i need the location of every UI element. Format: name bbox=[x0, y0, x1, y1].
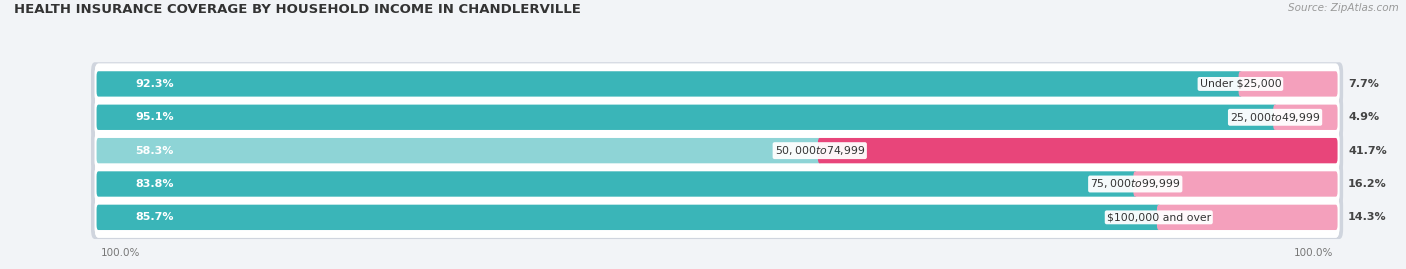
FancyBboxPatch shape bbox=[91, 129, 1343, 172]
FancyBboxPatch shape bbox=[94, 130, 1340, 171]
Text: 83.8%: 83.8% bbox=[135, 179, 174, 189]
FancyBboxPatch shape bbox=[94, 164, 1340, 204]
FancyBboxPatch shape bbox=[97, 105, 1277, 130]
Text: 41.7%: 41.7% bbox=[1348, 146, 1386, 156]
Text: 14.3%: 14.3% bbox=[1348, 212, 1386, 222]
Text: 95.1%: 95.1% bbox=[135, 112, 174, 122]
FancyBboxPatch shape bbox=[91, 62, 1343, 106]
FancyBboxPatch shape bbox=[97, 205, 1160, 230]
FancyBboxPatch shape bbox=[91, 196, 1343, 239]
FancyBboxPatch shape bbox=[1133, 171, 1337, 197]
FancyBboxPatch shape bbox=[94, 130, 1340, 171]
Text: $75,000 to $99,999: $75,000 to $99,999 bbox=[1090, 178, 1181, 190]
Text: $50,000 to $74,999: $50,000 to $74,999 bbox=[775, 144, 865, 157]
FancyBboxPatch shape bbox=[94, 97, 1340, 138]
FancyBboxPatch shape bbox=[1239, 71, 1337, 97]
FancyBboxPatch shape bbox=[91, 162, 1343, 206]
Text: Source: ZipAtlas.com: Source: ZipAtlas.com bbox=[1288, 3, 1399, 13]
FancyBboxPatch shape bbox=[94, 97, 1340, 138]
FancyBboxPatch shape bbox=[1157, 205, 1337, 230]
Text: Under $25,000: Under $25,000 bbox=[1199, 79, 1281, 89]
Text: 100.0%: 100.0% bbox=[101, 248, 141, 258]
FancyBboxPatch shape bbox=[94, 197, 1340, 238]
FancyBboxPatch shape bbox=[1274, 105, 1337, 130]
FancyBboxPatch shape bbox=[94, 63, 1340, 104]
Text: $25,000 to $49,999: $25,000 to $49,999 bbox=[1230, 111, 1320, 124]
Text: 85.7%: 85.7% bbox=[135, 212, 174, 222]
Text: 16.2%: 16.2% bbox=[1348, 179, 1386, 189]
Text: 4.9%: 4.9% bbox=[1348, 112, 1379, 122]
FancyBboxPatch shape bbox=[97, 171, 1137, 197]
FancyBboxPatch shape bbox=[94, 197, 1340, 238]
Text: HEALTH INSURANCE COVERAGE BY HOUSEHOLD INCOME IN CHANDLERVILLE: HEALTH INSURANCE COVERAGE BY HOUSEHOLD I… bbox=[14, 3, 581, 16]
FancyBboxPatch shape bbox=[91, 95, 1343, 139]
FancyBboxPatch shape bbox=[97, 71, 1243, 97]
FancyBboxPatch shape bbox=[97, 138, 821, 163]
FancyBboxPatch shape bbox=[94, 63, 1340, 104]
Text: 7.7%: 7.7% bbox=[1348, 79, 1379, 89]
FancyBboxPatch shape bbox=[94, 164, 1340, 204]
FancyBboxPatch shape bbox=[818, 138, 1337, 163]
Text: $100,000 and over: $100,000 and over bbox=[1107, 212, 1211, 222]
Text: 100.0%: 100.0% bbox=[1294, 248, 1333, 258]
Text: 58.3%: 58.3% bbox=[135, 146, 174, 156]
Text: 92.3%: 92.3% bbox=[135, 79, 174, 89]
